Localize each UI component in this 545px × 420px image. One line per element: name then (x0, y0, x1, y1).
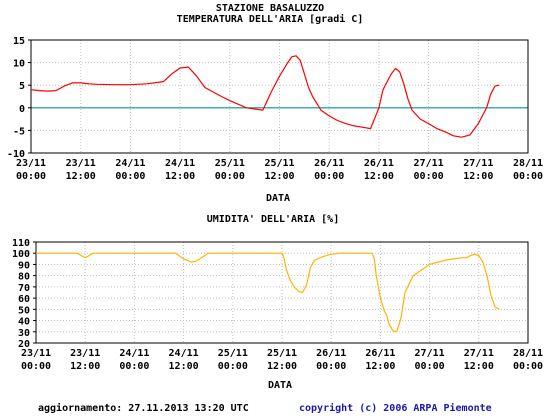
temperature-x-tick-day: 24/11 (115, 158, 145, 169)
humidity-x-tick-time: 00:00 (119, 361, 149, 372)
temperature-x-tick-day: 26/11 (314, 158, 344, 169)
temperature-x-tick-time: 12:00 (264, 171, 294, 182)
temperature-y-tick-label: 0 (19, 104, 25, 115)
temperature-x-tick-time: 12:00 (463, 171, 493, 182)
temperature-x-tick-time: 00:00 (215, 171, 245, 182)
humidity-x-tick-day: 25/11 (218, 348, 248, 359)
humidity-x-tick-day: 24/11 (119, 348, 149, 359)
temperature-x-axis-title: DATA (266, 193, 290, 204)
temperature-plot-frame (30, 39, 529, 154)
temperature-x-tick-time: 00:00 (115, 171, 145, 182)
humidity-x-tick-time: 00:00 (21, 361, 51, 372)
humidity-x-tick-day: 28/11 (513, 348, 543, 359)
last-update-text: aggiornamento: 27.11.2013 13:20 UTC (38, 403, 249, 414)
humidity-x-tick-time: 12:00 (70, 361, 100, 372)
temperature-x-tick-day: 28/11 (513, 158, 543, 169)
humidity-x-tick-day: 25/11 (267, 348, 297, 359)
humidity-x-tick-time: 00:00 (415, 361, 445, 372)
humidity-y-tick-label: 60 (18, 294, 30, 305)
humidity-x-tick-time: 12:00 (365, 361, 395, 372)
humidity-x-tick-time: 12:00 (169, 361, 199, 372)
humidity-x-tick-day: 27/11 (464, 348, 494, 359)
humidity-x-tick-day: 26/11 (316, 348, 346, 359)
copyright-text: copyright (c) 2006 ARPA Piemonte (299, 403, 492, 414)
temperature-x-tick-time: 00:00 (314, 171, 344, 182)
humidity-x-tick-time: 00:00 (513, 361, 543, 372)
temperature-x-tick-time: 12:00 (66, 171, 96, 182)
humidity-x-axis-title: DATA (268, 380, 292, 391)
temperature-x-tick-time: 00:00 (16, 171, 46, 182)
temperature-x-tick-time: 12:00 (165, 171, 195, 182)
humidity-y-tick-label: 30 (18, 328, 30, 339)
humidity-series-line (36, 252, 500, 333)
temperature-y-tick-label: -10 (7, 149, 25, 160)
temperature-x-tick-day: 23/11 (66, 158, 96, 169)
humidity-x-tick-day: 26/11 (365, 348, 395, 359)
station-title: STAZIONE BASALUZZO (216, 3, 324, 14)
humidity-x-tick-time: 00:00 (218, 361, 248, 372)
temperature-y-tick-label: 10 (13, 59, 25, 70)
humidity-chart: 23/11 00:00 23/11 12:00 24/11 00:00 24/11 12:00… (12, 238, 543, 372)
humidity-y-tick-label: 90 (18, 260, 30, 271)
temperature-chart: 23/11 00:00 23/11 12:00 24/11 00:00 24/11 12:00… (7, 36, 543, 182)
temperature-x-tick-day: 27/11 (414, 158, 444, 169)
temperature-x-tick-day: 25/11 (264, 158, 294, 169)
temperature-x-tick-time: 00:00 (513, 171, 543, 182)
humidity-y-tick-label: 20 (18, 339, 30, 350)
humidity-y-tick-label: 50 (18, 305, 30, 316)
humidity-y-tick-label: 100 (12, 249, 30, 260)
temperature-y-tick-label: -5 (13, 126, 25, 137)
temperature-x-tick-day: 27/11 (463, 158, 493, 169)
humidity-x-tick-day: 23/11 (21, 348, 51, 359)
humidity-plot-frame (35, 241, 529, 344)
humidity-x-tick-time: 12:00 (464, 361, 494, 372)
humidity-y-tick-label: 80 (18, 272, 30, 283)
temperature-y-tick-label: 15 (13, 36, 25, 47)
temperature-x-tick-day: 23/11 (16, 158, 46, 169)
humidity-y-tick-label: 110 (12, 238, 30, 249)
humidity-x-tick-time: 12:00 (267, 361, 297, 372)
humidity-x-tick-day: 27/11 (415, 348, 445, 359)
temperature-chart-title: TEMPERATURA DELL'ARIA [gradi C] (177, 13, 364, 25)
humidity-x-tick-time: 00:00 (316, 361, 346, 372)
temperature-y-tick-label: 5 (19, 81, 25, 92)
humidity-x-tick-day: 24/11 (169, 348, 199, 359)
temperature-x-tick-time: 12:00 (364, 171, 394, 182)
temperature-x-tick-day: 26/11 (364, 158, 394, 169)
humidity-y-tick-label: 70 (18, 283, 30, 294)
humidity-x-tick-day: 23/11 (70, 348, 100, 359)
temperature-x-tick-time: 00:00 (414, 171, 444, 182)
humidity-y-tick-label: 40 (18, 317, 30, 328)
temperature-series-line (30, 55, 500, 138)
humidity-chart-title: UMIDITA' DELL'ARIA [%] (207, 214, 339, 225)
temperature-x-tick-day: 24/11 (165, 158, 195, 169)
temperature-x-tick-day: 25/11 (215, 158, 245, 169)
